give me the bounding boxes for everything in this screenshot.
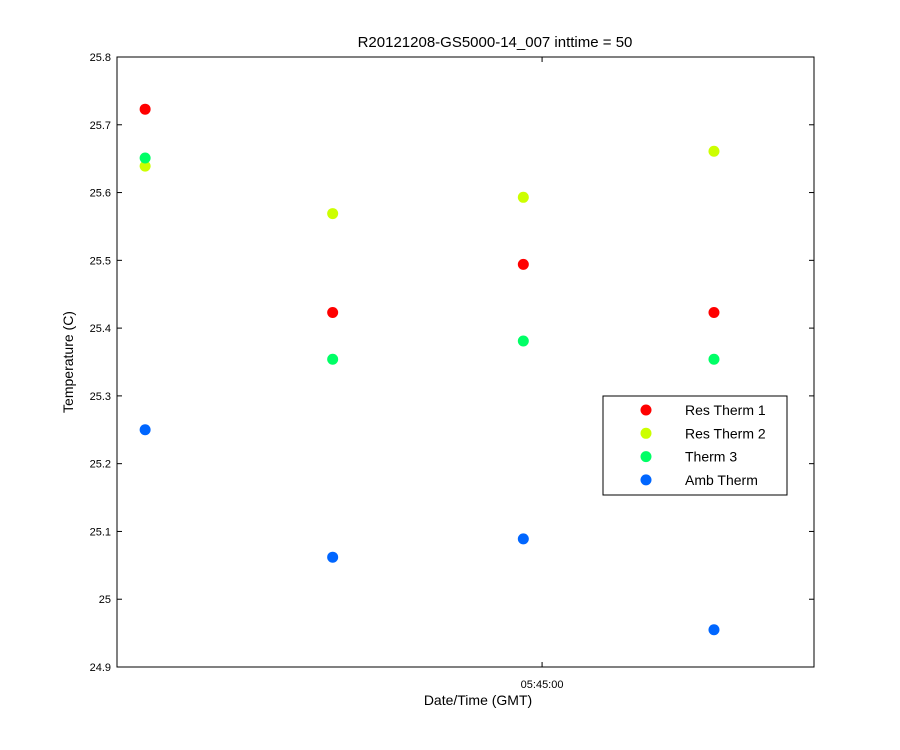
y-tick-label: 25.8 bbox=[90, 52, 111, 64]
y-tick-label: 25.7 bbox=[90, 120, 111, 132]
point-amb-therm bbox=[517, 533, 529, 545]
point-therm-3 bbox=[708, 353, 720, 365]
y-axis-title: Temperature (C) bbox=[60, 311, 76, 413]
y-tick-label: 24.9 bbox=[90, 662, 111, 674]
point-therm-3 bbox=[139, 152, 151, 164]
point-res-therm-1 bbox=[327, 307, 339, 319]
point-res-therm-2 bbox=[139, 160, 151, 172]
legend-marker bbox=[640, 474, 652, 486]
y-tick-label: 25.1 bbox=[90, 526, 111, 538]
point-amb-therm bbox=[708, 624, 720, 636]
point-res-therm-1 bbox=[708, 307, 720, 319]
y-tick-label: 25 bbox=[99, 594, 111, 606]
legend-marker bbox=[640, 451, 652, 463]
y-tick-label: 25.4 bbox=[90, 323, 111, 335]
point-amb-therm bbox=[139, 424, 151, 436]
point-res-therm-2 bbox=[517, 191, 529, 203]
legend-box bbox=[602, 395, 788, 496]
legend-label: Amb Therm bbox=[685, 472, 758, 488]
x-axis-title: Date/Time (GMT) bbox=[424, 692, 532, 708]
y-tick-label: 25.2 bbox=[90, 459, 111, 471]
legend-label: Res Therm 2 bbox=[685, 425, 766, 441]
legend: Res Therm 1 Res Therm 2 Therm 3 Amb Therm bbox=[602, 395, 788, 496]
legend-label: Therm 3 bbox=[685, 449, 737, 465]
point-res-therm-1 bbox=[139, 103, 151, 115]
chart-title: R20121208-GS5000-14_007 inttime = 50 bbox=[358, 34, 633, 51]
y-axis: 24.9 25 25.1 25.2 25.3 25.4 25.5 25.6 25.7 25.8 bbox=[90, 52, 814, 674]
legend-label: Res Therm 1 bbox=[685, 402, 766, 418]
point-res-therm-1 bbox=[517, 258, 529, 270]
point-res-therm-2 bbox=[327, 208, 339, 220]
point-res-therm-2 bbox=[708, 145, 720, 157]
y-tick-label: 25.6 bbox=[90, 188, 111, 200]
point-therm-3 bbox=[517, 335, 529, 347]
y-tick-label: 25.5 bbox=[90, 255, 111, 267]
point-amb-therm bbox=[327, 551, 339, 563]
legend-marker bbox=[640, 404, 652, 416]
data-points bbox=[139, 103, 720, 636]
y-tick-label: 25.3 bbox=[90, 391, 111, 403]
legend-marker bbox=[640, 427, 652, 439]
point-therm-3 bbox=[327, 353, 339, 365]
x-tick-label: 05:45:00 bbox=[521, 679, 564, 691]
x-axis: 05:45:00 bbox=[521, 57, 564, 691]
plot-area bbox=[116, 56, 815, 668]
